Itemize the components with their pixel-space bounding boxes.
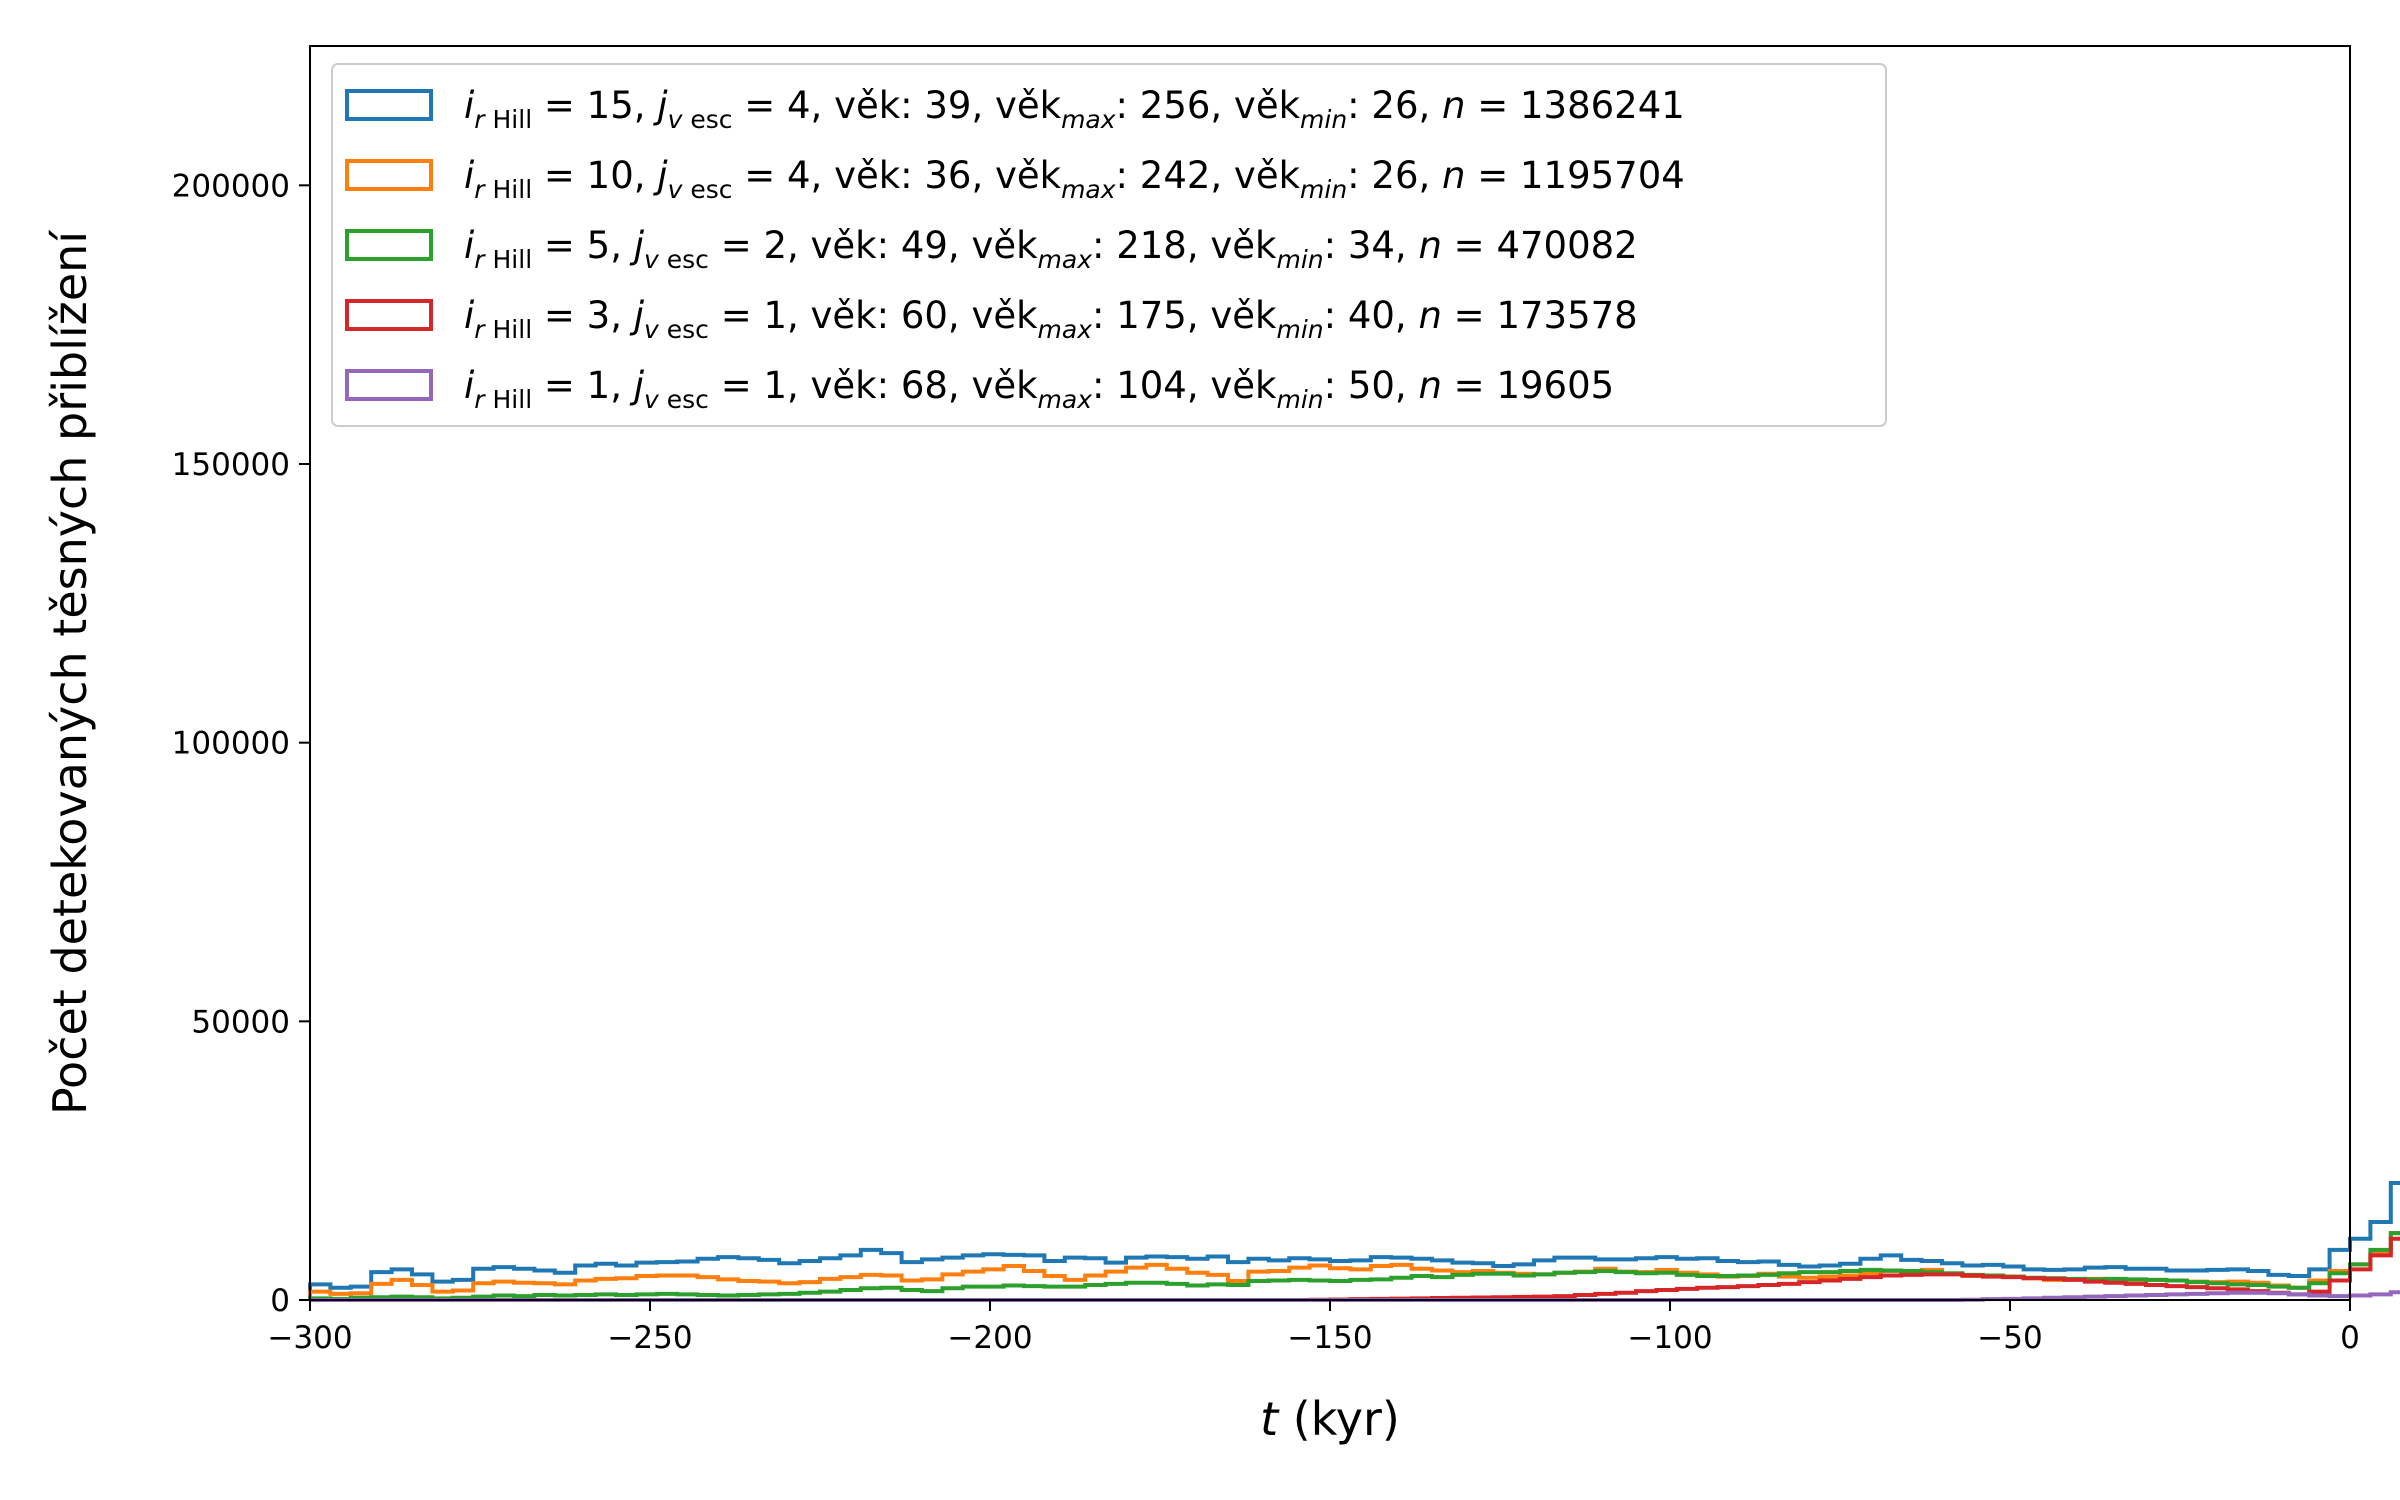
legend-swatch: [345, 369, 433, 401]
legend-label: ir Hill = 15, jv esc = 4, věk: 39, věkma…: [464, 84, 1685, 134]
legend-swatch: [345, 89, 433, 121]
legend-entry: ir Hill = 15, jv esc = 4, věk: 39, věkma…: [345, 84, 1685, 134]
legend: ir Hill = 15, jv esc = 4, věk: 39, věkma…: [331, 63, 1887, 427]
legend-label: ir Hill = 10, jv esc = 4, věk: 36, věkma…: [464, 154, 1685, 204]
y-tick-label: 100000: [172, 726, 290, 762]
x-axis-unit: (kyr): [1278, 1392, 1400, 1446]
x-tick-label: −150: [1287, 1320, 1372, 1356]
y-tick-label: 0: [270, 1283, 290, 1319]
x-tick-label: −250: [607, 1320, 692, 1356]
y-tick-label: 200000: [172, 168, 290, 204]
legend-entry: ir Hill = 1, jv esc = 1, věk: 68, věkmax…: [345, 364, 1614, 414]
x-axis-variable: t: [1260, 1392, 1280, 1446]
x-tick-label: −300: [267, 1320, 352, 1356]
legend-swatch: [345, 299, 433, 331]
legend-swatch: [345, 229, 433, 261]
x-tick-label: −50: [1977, 1320, 2042, 1356]
legend-entry: ir Hill = 10, jv esc = 4, věk: 36, věkma…: [345, 154, 1685, 204]
legend-entry: ir Hill = 5, jv esc = 2, věk: 49, věkmax…: [345, 224, 1638, 274]
legend-box: [331, 63, 1887, 427]
x-axis-label: t (kyr): [1260, 1392, 1400, 1446]
legend-label: ir Hill = 1, jv esc = 1, věk: 68, věkmax…: [464, 364, 1614, 414]
y-axis: 0 50000 100000 150000 200000: [172, 168, 310, 1319]
y-axis-label: Počet detekovaných těsných přiblížení: [43, 230, 97, 1115]
legend-label: ir Hill = 5, jv esc = 2, věk: 49, věkmax…: [464, 224, 1638, 274]
y-tick-label: 50000: [191, 1004, 290, 1040]
y-tick-label: 150000: [172, 447, 290, 483]
x-tick-label: −200: [947, 1320, 1032, 1356]
legend-label: ir Hill = 3, jv esc = 1, věk: 60, věkmax…: [464, 294, 1638, 344]
legend-swatch: [345, 159, 433, 191]
x-tick-label: −100: [1627, 1320, 1712, 1356]
legend-entry: ir Hill = 3, jv esc = 1, věk: 60, věkmax…: [345, 294, 1638, 344]
x-axis: −300 −250 −200 −150 −100 −50 0: [267, 1300, 2360, 1356]
histogram-series-1: [308, 1180, 2400, 1300]
histogram-series-3: [308, 1231, 2400, 1301]
x-tick-label: 0: [2340, 1320, 2360, 1356]
